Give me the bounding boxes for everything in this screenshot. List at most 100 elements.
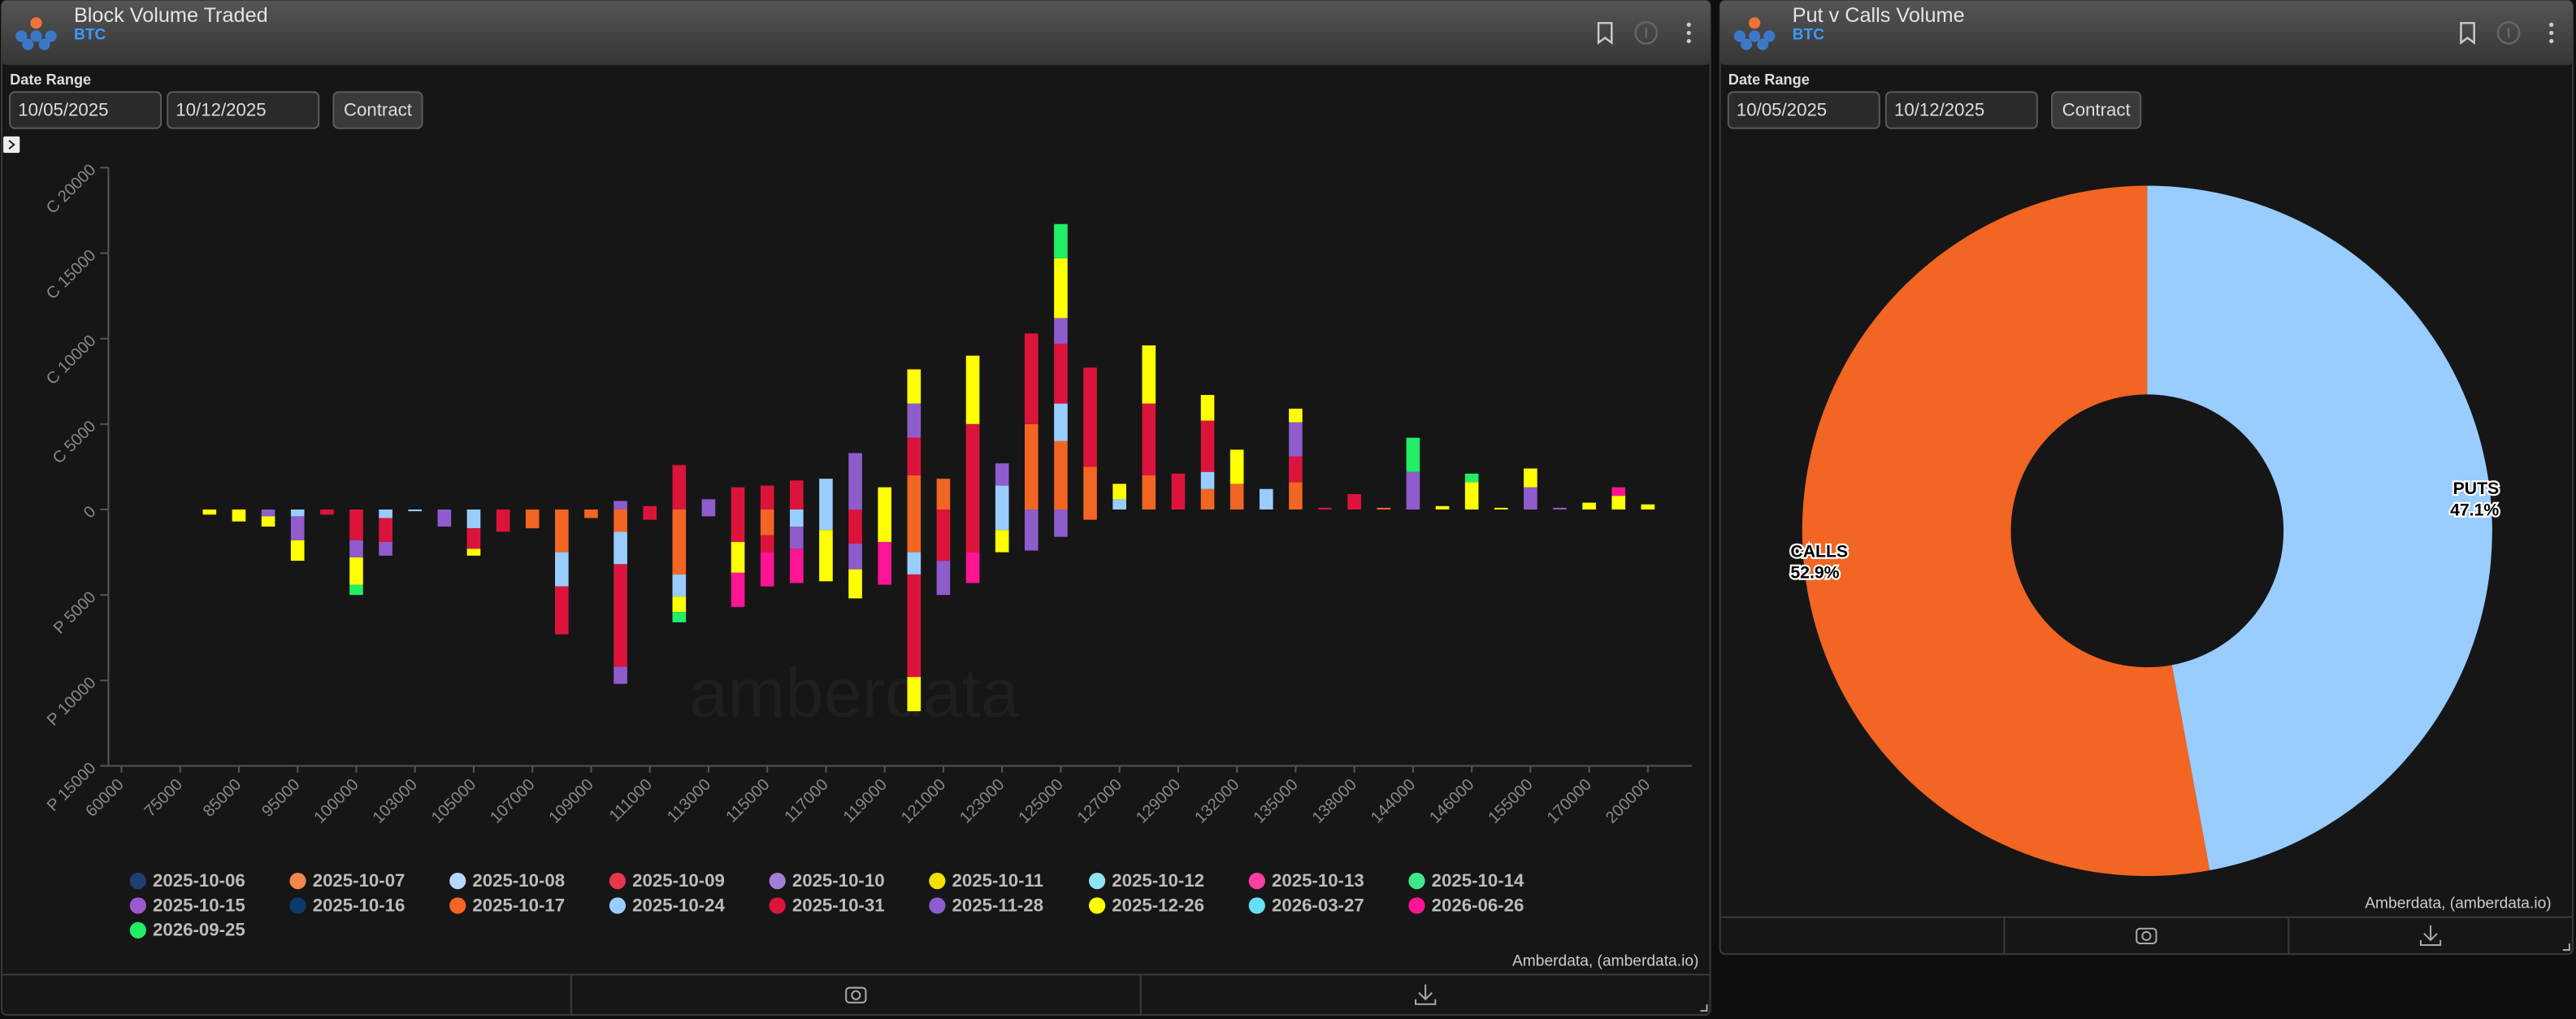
date-input[interactable] [1884, 91, 2038, 129]
bar-segment [1524, 468, 1537, 488]
camera-icon[interactable] [845, 986, 867, 1004]
legend-label[interactable]: 2026-06-26 [1432, 895, 1524, 915]
info-icon[interactable] [1634, 21, 1659, 45]
bar-segment [1200, 471, 1215, 489]
legend-marker[interactable] [769, 872, 786, 890]
bar-segment [760, 485, 774, 510]
legend-marker[interactable] [609, 872, 627, 890]
legend-marker[interactable] [449, 897, 466, 914]
legend-label[interactable]: 2025-10-09 [632, 870, 725, 891]
bar-segment [672, 510, 687, 575]
date-input[interactable] [9, 91, 163, 129]
bar-segment [1142, 475, 1156, 510]
bar-segment [1083, 510, 1097, 520]
bar-segment [290, 516, 305, 540]
menu-dot[interactable] [2549, 22, 2554, 27]
download-icon[interactable] [1415, 984, 1437, 1005]
bar-segment [1083, 367, 1097, 467]
bar-segment [1611, 487, 1626, 496]
bar-segment [1200, 395, 1215, 421]
bar-segment [1289, 422, 1303, 457]
bar-segment [1112, 499, 1126, 510]
legend-label[interactable]: 2025-10-11 [952, 870, 1043, 891]
legend-label[interactable]: 2025-10-13 [1272, 870, 1364, 891]
bar-segment [1611, 496, 1626, 510]
legend-marker[interactable] [769, 897, 786, 914]
legend-label[interactable]: 2025-10-24 [632, 895, 725, 915]
bar-segment [701, 499, 716, 510]
panel-subtitle: BTC [74, 27, 106, 44]
legend-label[interactable]: 2025-11-28 [952, 895, 1043, 915]
camera-lens [851, 990, 861, 1000]
contract-button[interactable] [332, 91, 423, 129]
donut-hole [2011, 395, 2283, 667]
legend-marker[interactable] [449, 872, 466, 890]
bar-segment [1054, 223, 1068, 258]
legend-label[interactable]: 2025-10-31 [792, 895, 885, 915]
bar-segment [466, 510, 481, 529]
legend-marker[interactable] [1248, 897, 1265, 914]
bar-segment [1406, 471, 1420, 510]
legend-label[interactable]: 2025-10-07 [313, 870, 405, 891]
bar-segment [379, 518, 392, 542]
menu-dot[interactable] [1686, 30, 1691, 36]
bar-segment [848, 569, 862, 599]
camera-icon[interactable] [2136, 927, 2158, 944]
legend-marker[interactable] [129, 897, 146, 914]
legend-marker[interactable] [1408, 897, 1425, 914]
legend-marker[interactable] [1088, 897, 1106, 914]
date-input[interactable] [1727, 91, 1880, 129]
bar-segment [907, 510, 922, 553]
bar-segment [643, 510, 657, 520]
bar-segment [936, 479, 951, 510]
donut-slice [2147, 185, 2492, 871]
bar-segment [614, 531, 627, 565]
legend-label[interactable]: 2025-10-17 [472, 895, 565, 915]
bar-segment [1289, 456, 1303, 483]
bar-segment [1553, 507, 1567, 510]
legend-label[interactable]: 2025-10-14 [1432, 870, 1524, 891]
bookmark-icon[interactable] [2460, 22, 2475, 46]
legend-marker[interactable] [289, 872, 306, 890]
logo-dot [30, 17, 42, 29]
bar-segment [995, 510, 1009, 531]
menu-dot[interactable] [1686, 38, 1691, 44]
bar-segment [379, 541, 392, 556]
date-input[interactable] [167, 91, 320, 129]
legend-marker[interactable] [929, 897, 946, 914]
legend-label[interactable]: 2025-10-15 [153, 895, 245, 915]
bar-segment [760, 552, 774, 587]
legend-label[interactable]: 2025-10-06 [153, 870, 245, 891]
bar-segment [878, 510, 891, 542]
legend-marker[interactable] [129, 872, 146, 890]
legend-label[interactable]: 2025-10-10 [792, 870, 885, 891]
legend-label[interactable]: 2025-10-12 [1112, 870, 1204, 891]
bar-segment [555, 586, 569, 635]
download-icon[interactable] [2419, 925, 2442, 946]
legend-label[interactable]: 2025-10-16 [313, 895, 405, 915]
legend-marker[interactable] [1408, 872, 1425, 890]
legend-label[interactable]: 2025-12-26 [1112, 895, 1204, 915]
info-icon[interactable] [2496, 21, 2521, 45]
menu-dot[interactable] [2549, 38, 2554, 44]
date-range-label: Date Range [1728, 72, 1810, 88]
legend-marker[interactable] [289, 897, 306, 914]
legend-label[interactable]: 2025-10-08 [472, 870, 565, 891]
bar-segment [379, 510, 392, 518]
legend-marker[interactable] [129, 921, 146, 939]
contract-button[interactable] [2051, 91, 2142, 129]
legend-marker[interactable] [1088, 872, 1106, 890]
bar-segment [789, 527, 804, 549]
legend-label[interactable]: 2026-03-27 [1272, 895, 1364, 915]
menu-dot[interactable] [1686, 22, 1691, 27]
legend-marker[interactable] [1248, 872, 1265, 890]
bookmark-icon[interactable] [1597, 22, 1613, 46]
menu-dot[interactable] [2549, 30, 2554, 36]
expand-toggle[interactable] [3, 136, 20, 154]
legend-label[interactable]: 2026-09-25 [153, 920, 245, 940]
bar-segment [349, 540, 363, 557]
legend-marker[interactable] [929, 872, 946, 890]
legend-marker[interactable] [609, 897, 627, 914]
bar-segment [1289, 482, 1303, 510]
